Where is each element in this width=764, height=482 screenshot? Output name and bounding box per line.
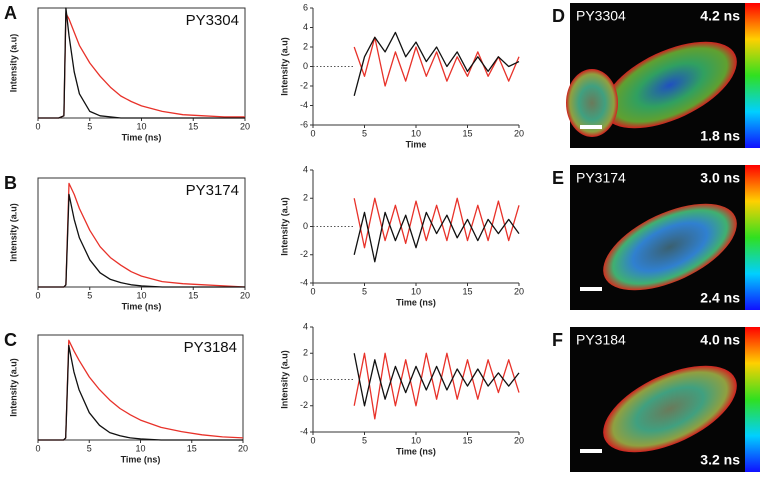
scale-bar xyxy=(580,449,602,453)
y-axis-label: Intensity (a.u) xyxy=(8,34,18,93)
x-tick-label: 0 xyxy=(35,121,40,131)
x-tick-label: 20 xyxy=(240,290,250,300)
x-tick-label: 15 xyxy=(462,286,472,296)
series-line xyxy=(353,353,520,407)
min-lifetime: 2.4 ns xyxy=(700,290,740,306)
x-tick-label: 0 xyxy=(35,443,40,453)
x-axis-label: Time (ns) xyxy=(122,132,162,142)
x-tick-label: 5 xyxy=(362,286,367,296)
y-axis-label: Intensity (a.u) xyxy=(279,350,289,409)
x-tick-label: 0 xyxy=(310,435,315,445)
x-tick-label: 20 xyxy=(240,121,250,131)
x-tick-label: 15 xyxy=(462,128,472,138)
x-tick-label: 5 xyxy=(362,435,367,445)
cell xyxy=(603,203,737,291)
x-tick-label: 20 xyxy=(514,435,524,445)
x-tick-label: 15 xyxy=(187,443,197,453)
panel-annotation: PY3304 xyxy=(186,12,239,29)
cell xyxy=(603,41,737,129)
cell xyxy=(603,365,737,453)
y-tick-label: -2 xyxy=(300,80,308,90)
y-tick-label: -4 xyxy=(300,100,308,110)
y-axis-label: Intensity (a.u) xyxy=(8,358,18,417)
min-lifetime: 3.2 ns xyxy=(700,452,740,468)
series-line xyxy=(353,352,520,420)
y-tick-label: 2 xyxy=(303,193,308,203)
panel-letter: C xyxy=(4,330,17,350)
y-axis-label: Intensity (a.u) xyxy=(279,197,289,256)
panel-annotation: PY3184 xyxy=(184,339,237,356)
x-tick-label: 15 xyxy=(462,435,472,445)
y-tick-label: 0 xyxy=(303,374,308,384)
color-bar xyxy=(745,327,760,472)
x-tick-label: 0 xyxy=(310,128,315,138)
panel-letter: E xyxy=(552,168,564,188)
x-tick-label: 10 xyxy=(411,128,421,138)
x-tick-label: 0 xyxy=(35,290,40,300)
x-tick-label: 10 xyxy=(135,443,145,453)
series-line xyxy=(353,211,520,263)
y-tick-label: -4 xyxy=(300,426,308,436)
y-tick-label: 4 xyxy=(303,164,308,174)
y-tick-label: -6 xyxy=(300,119,308,129)
max-lifetime: 3.0 ns xyxy=(700,170,740,186)
y-tick-label: 6 xyxy=(303,2,308,12)
color-bar xyxy=(745,165,760,310)
series-line xyxy=(38,7,245,119)
panel-letter: D xyxy=(552,6,565,26)
scale-bar xyxy=(580,287,602,291)
image-name: PY3304 xyxy=(576,8,626,24)
x-axis-label: Time (ns) xyxy=(396,446,436,456)
series-line xyxy=(38,12,245,119)
x-tick-label: 10 xyxy=(411,286,421,296)
panel-letter: A xyxy=(4,3,17,23)
color-bar xyxy=(745,3,760,148)
x-axis-label: Time (ns) xyxy=(396,297,436,307)
series-line xyxy=(353,36,520,87)
x-tick-label: 5 xyxy=(87,121,92,131)
x-tick-label: 10 xyxy=(136,121,146,131)
series-line xyxy=(38,193,245,288)
y-tick-label: 0 xyxy=(303,61,308,71)
y-tick-label: 4 xyxy=(303,321,308,331)
x-tick-label: 10 xyxy=(411,435,421,445)
max-lifetime: 4.0 ns xyxy=(700,332,740,348)
x-tick-label: 20 xyxy=(514,286,524,296)
y-tick-label: 2 xyxy=(303,41,308,51)
image-name: PY3184 xyxy=(576,332,626,348)
series-line xyxy=(353,31,520,96)
x-tick-label: 0 xyxy=(310,286,315,296)
x-tick-label: 5 xyxy=(87,443,92,453)
y-tick-label: -2 xyxy=(300,400,308,410)
x-tick-label: 5 xyxy=(362,128,367,138)
series-line xyxy=(38,344,243,441)
y-axis-label: Intensity (a.u) xyxy=(8,203,18,262)
max-lifetime: 4.2 ns xyxy=(700,8,740,24)
x-tick-label: 20 xyxy=(514,128,524,138)
panel-letter: B xyxy=(4,173,17,193)
y-tick-label: 0 xyxy=(303,221,308,231)
y-tick-label: -2 xyxy=(300,249,308,259)
x-axis-label: Time xyxy=(406,139,427,149)
x-axis-label: Time (ns) xyxy=(121,454,161,464)
panel-letter: F xyxy=(552,330,563,350)
x-tick-label: 15 xyxy=(188,290,198,300)
x-tick-label: 5 xyxy=(87,290,92,300)
cell xyxy=(566,69,618,137)
y-tick-label: 4 xyxy=(303,22,308,32)
scale-bar xyxy=(580,125,602,129)
min-lifetime: 1.8 ns xyxy=(700,128,740,144)
x-axis-label: Time (ns) xyxy=(122,301,162,311)
x-tick-label: 20 xyxy=(238,443,248,453)
panel-annotation: PY3174 xyxy=(186,182,239,199)
image-name: PY3174 xyxy=(576,170,626,186)
y-tick-label: -4 xyxy=(300,277,308,287)
x-tick-label: 15 xyxy=(188,121,198,131)
x-tick-label: 10 xyxy=(136,290,146,300)
y-tick-label: 2 xyxy=(303,348,308,358)
y-axis-label: Intensity (a.u) xyxy=(279,37,289,96)
